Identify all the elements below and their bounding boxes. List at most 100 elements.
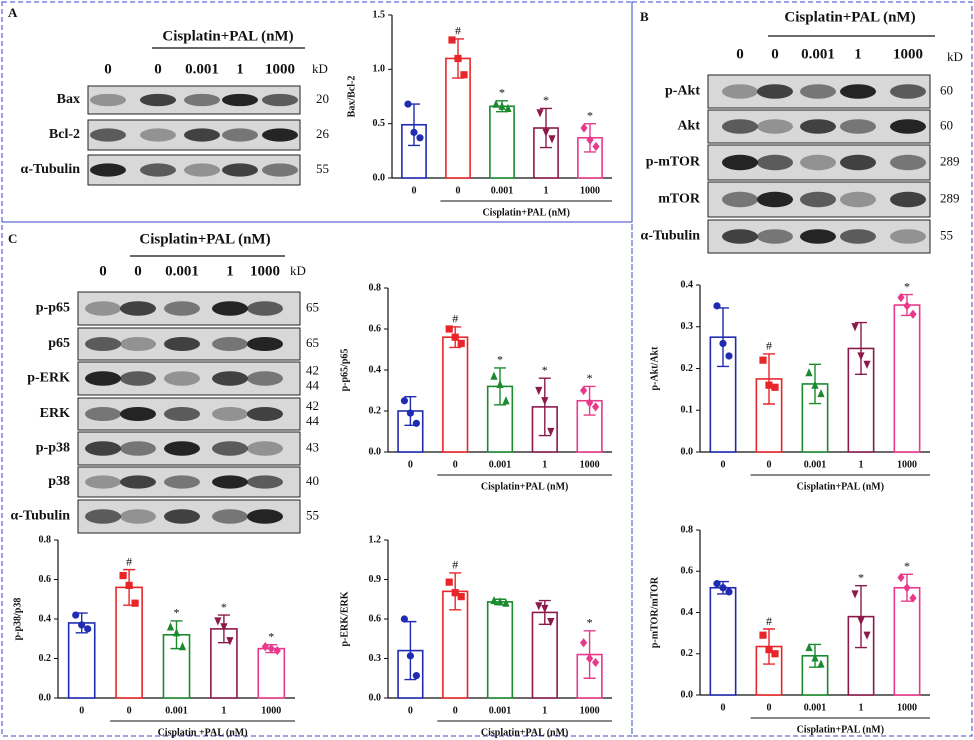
- data-point: [451, 589, 459, 597]
- blot-row-label: p-ERK: [27, 371, 70, 386]
- lane-label: 0.001: [801, 46, 835, 62]
- kd-value: 65: [306, 335, 319, 350]
- lane-label: 1000: [250, 263, 280, 279]
- data-point: [580, 123, 588, 133]
- significance-mark: #: [766, 339, 772, 353]
- y-tick-label: 1.0: [373, 64, 386, 75]
- panel-border: [631, 1, 973, 737]
- kd-value: 42: [306, 362, 319, 377]
- data-point: [541, 397, 549, 406]
- blot-band: [164, 441, 200, 456]
- error-bar: [855, 584, 867, 649]
- data-point: [580, 385, 588, 396]
- significance-mark: *: [542, 363, 548, 377]
- blot-band: [212, 301, 248, 316]
- blot-band: [757, 154, 793, 171]
- blot-band: [212, 475, 248, 489]
- y-tick-label: 0.6: [681, 566, 694, 577]
- data-point: [72, 611, 80, 619]
- blot-band: [120, 336, 156, 352]
- blot-band: [840, 191, 876, 208]
- data-point: [586, 653, 594, 664]
- data-point: [214, 617, 222, 626]
- group-label: Cisplatin+PAL (nM): [481, 727, 568, 738]
- blot-band: [120, 406, 156, 422]
- blot-band: [800, 191, 836, 208]
- significance-mark: *: [499, 86, 505, 100]
- y-tick-label: 1.2: [369, 534, 382, 545]
- bar: [67, 622, 96, 699]
- x-tick-label: 0: [721, 459, 726, 470]
- y-tick-label: 0.0: [39, 692, 52, 703]
- x-tick-label: 1000: [580, 459, 600, 470]
- data-point: [897, 572, 905, 583]
- data-point: [457, 339, 465, 347]
- blot-band: [800, 119, 836, 134]
- data-point: [586, 398, 594, 408]
- panel-letter: A: [8, 5, 18, 20]
- blot-band: [890, 229, 926, 244]
- group-label: Cisplatin +PAL (nM): [158, 727, 248, 738]
- blot-band: [140, 128, 176, 142]
- y-tick-label: 0.6: [369, 323, 382, 334]
- data-point: [412, 419, 420, 427]
- significance-mark: *: [174, 606, 180, 620]
- data-point: [719, 339, 727, 348]
- blot-row-label: ERK: [40, 406, 70, 421]
- data-point: [586, 135, 594, 145]
- kd-value: 289: [940, 153, 960, 168]
- x-tick-label: 1000: [897, 702, 917, 713]
- significance-mark: *: [587, 108, 593, 122]
- blot-band: [262, 93, 298, 107]
- data-point: [492, 99, 500, 108]
- treatment-header: Cisplatin+PAL (nM): [139, 231, 270, 247]
- blot-band: [120, 475, 156, 489]
- x-tick-label: 0: [453, 705, 458, 716]
- data-point: [267, 644, 275, 654]
- y-tick-label: 0.0: [373, 172, 386, 183]
- blot-band: [164, 475, 200, 489]
- x-tick-label: 0: [456, 185, 461, 196]
- blot-row-label: p-Akt: [665, 84, 700, 99]
- x-tick-label: 0: [79, 705, 84, 716]
- data-point: [454, 54, 462, 63]
- y-tick-label: 0.4: [681, 279, 694, 290]
- blot-band: [757, 84, 793, 99]
- y-axis-label: p-p38/p38: [12, 598, 23, 641]
- treatment-header: Cisplatin+PAL (nM): [784, 9, 915, 25]
- kd-value: 43: [306, 439, 319, 454]
- significance-mark: #: [766, 614, 772, 628]
- y-tick-label: 0.0: [681, 689, 694, 700]
- kd-value: 26: [316, 126, 330, 141]
- error-bar: [538, 377, 551, 437]
- x-tick-label: 0: [408, 705, 413, 716]
- significance-mark: *: [268, 629, 274, 643]
- bar: [531, 611, 558, 699]
- data-point: [542, 128, 550, 137]
- blot-band: [247, 371, 283, 386]
- kd-header: kD: [290, 263, 306, 278]
- lane-label: 1: [854, 46, 862, 62]
- data-point: [817, 659, 825, 668]
- blot-row-label: Bcl-2: [49, 127, 80, 142]
- lane-label: 1000: [893, 46, 923, 62]
- blot-band: [722, 191, 758, 208]
- significance-mark: *: [543, 93, 549, 107]
- data-point: [713, 580, 721, 588]
- blot-band: [85, 301, 121, 316]
- data-point: [504, 103, 512, 113]
- blot-row-label: p38: [48, 474, 70, 489]
- data-point: [410, 128, 418, 136]
- data-point: [451, 333, 459, 341]
- blot-band: [164, 336, 200, 352]
- blot-band: [212, 509, 248, 524]
- data-point: [909, 593, 917, 603]
- blot-row-label: α-Tubulin: [21, 162, 81, 177]
- data-point: [448, 36, 456, 44]
- data-point: [220, 623, 228, 632]
- bar: [397, 410, 424, 453]
- bar: [486, 601, 514, 699]
- treatment-header: Cisplatin+PAL (nM): [162, 28, 293, 44]
- y-tick-label: 0.6: [39, 574, 52, 585]
